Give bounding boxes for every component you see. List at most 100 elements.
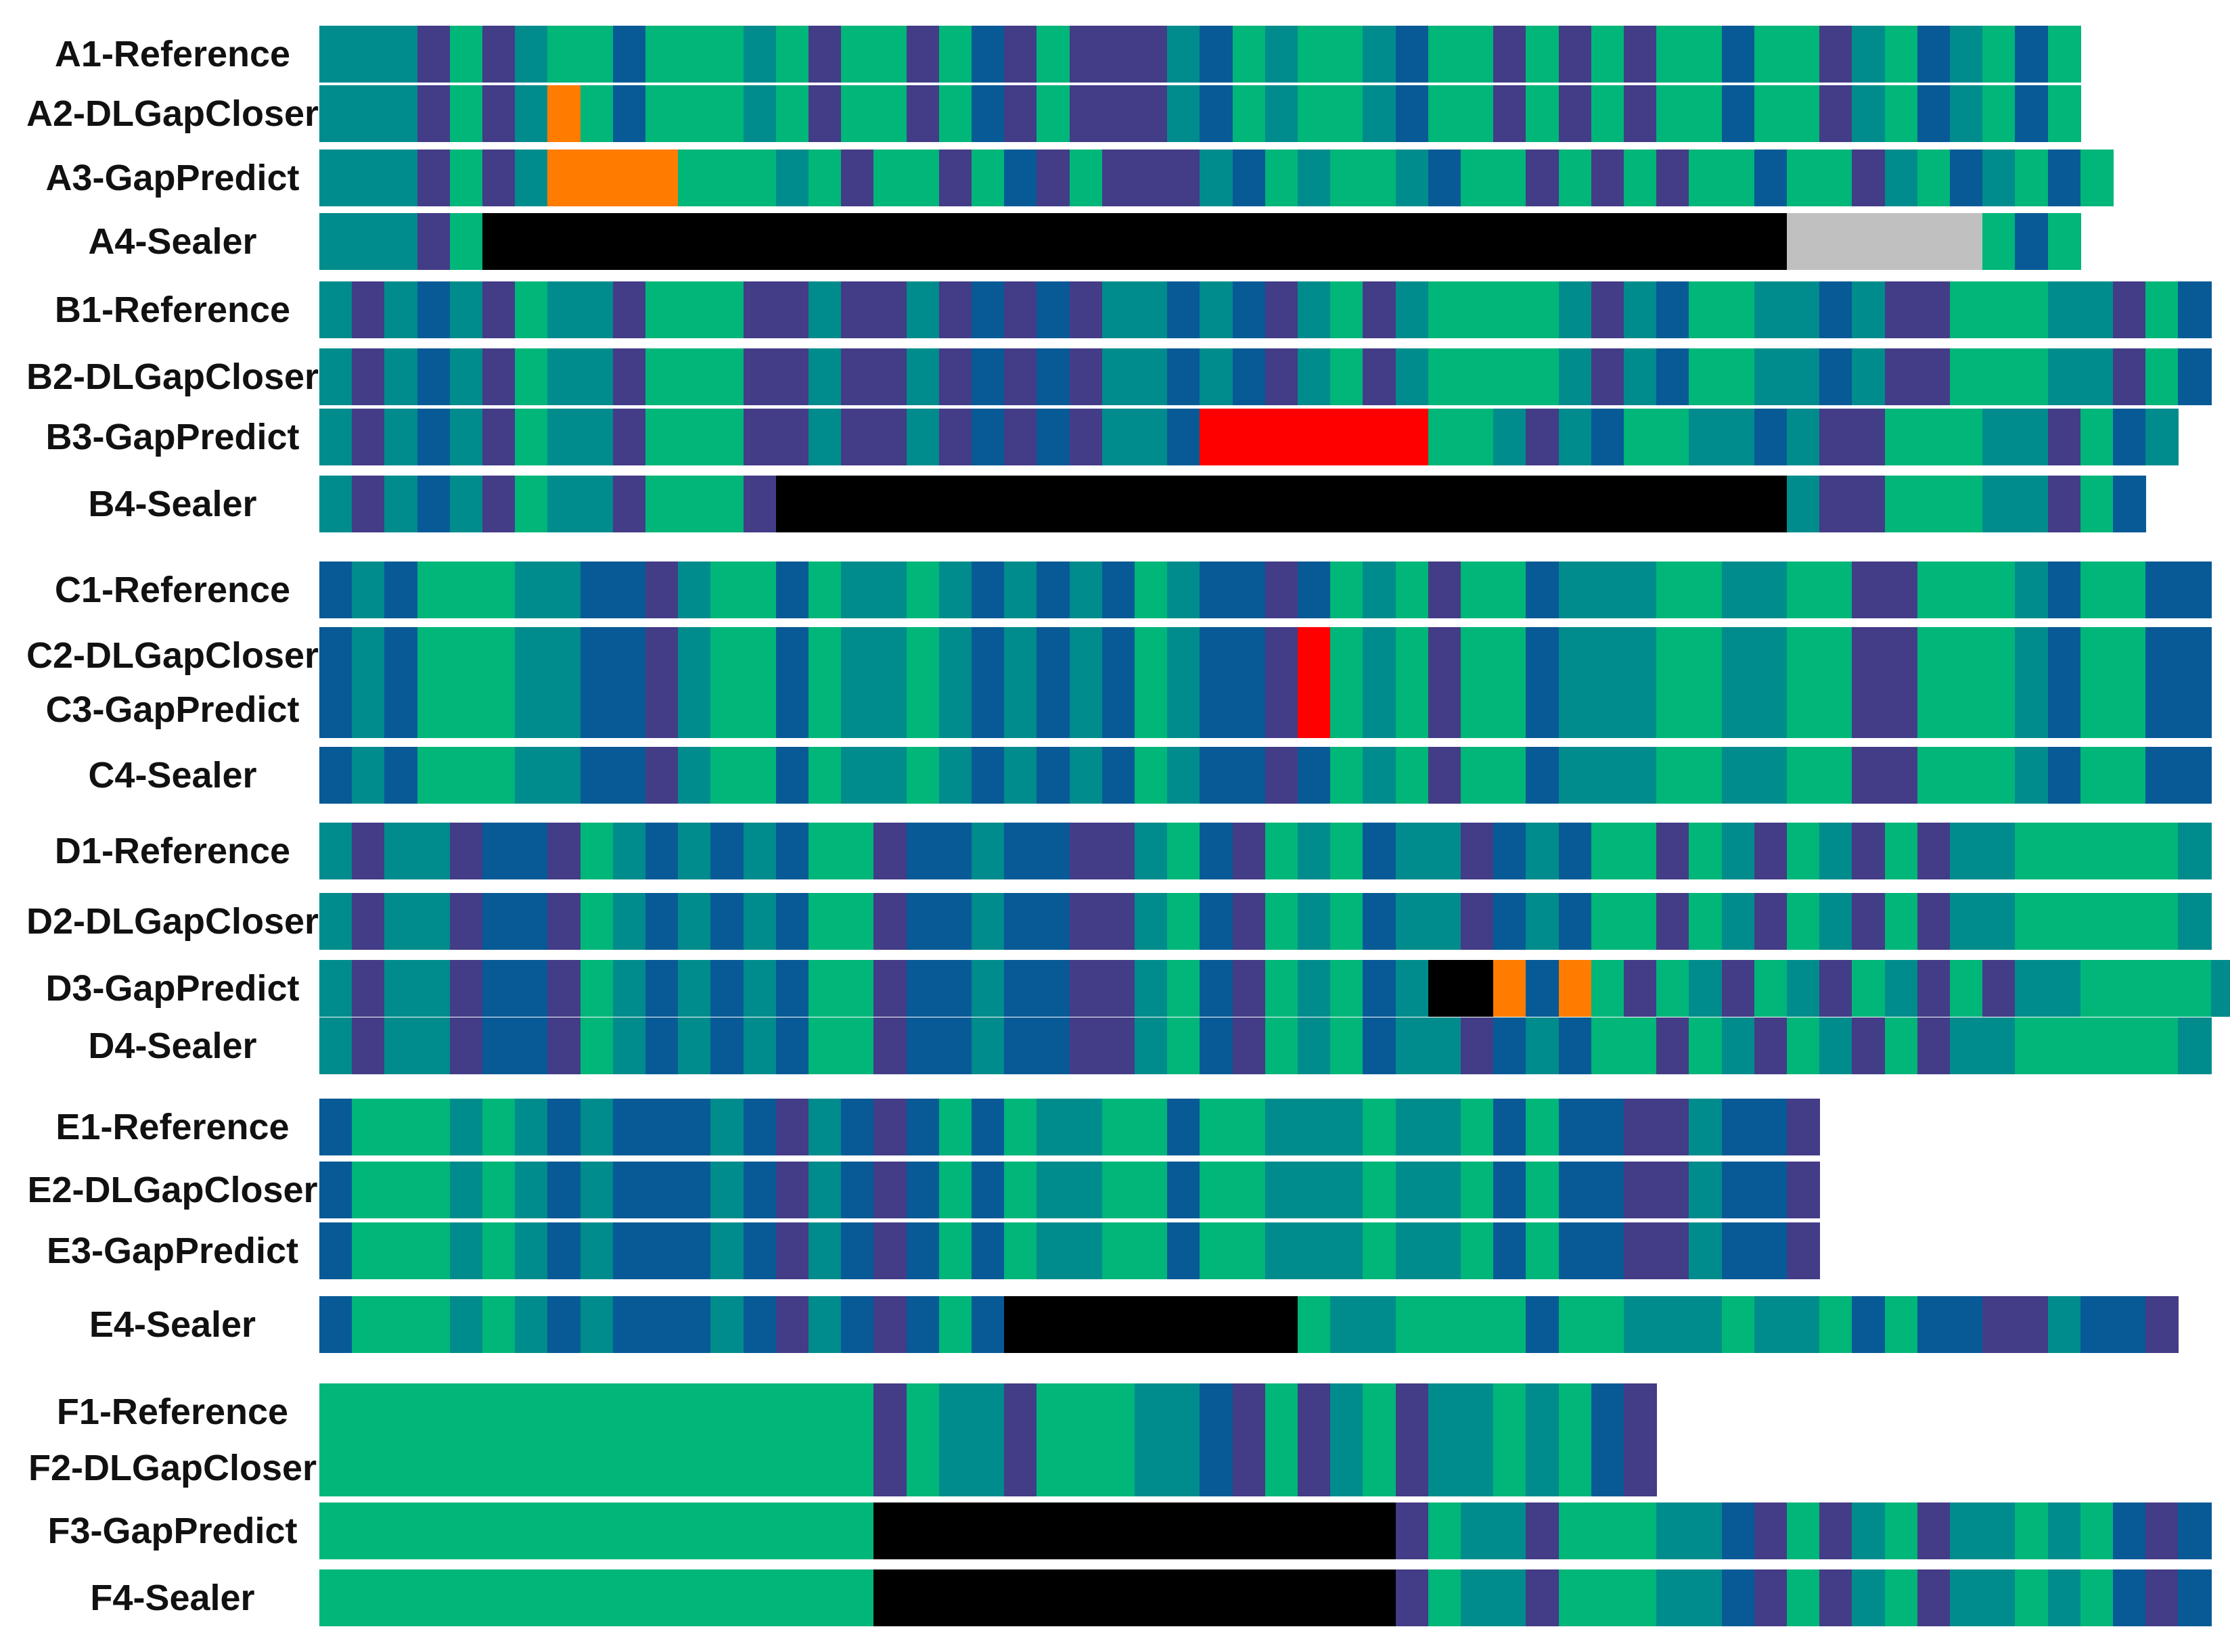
sequence-block [1982,26,2016,83]
sequence-block [1852,627,1918,684]
sequence-block [1167,1017,1200,1074]
sequence-block [482,150,516,206]
sequence-block [1167,681,1200,738]
sequence-block [1233,823,1266,879]
sequence-block [1330,893,1363,950]
sequence-block [1689,150,1755,206]
sequence-block [352,1222,451,1279]
sequence-block [581,823,614,879]
sequence-block [776,85,809,142]
sequence-block [1754,1502,1788,1559]
sequence-block [1591,409,1624,465]
sequence-block [1656,627,1723,684]
sequence-block [1102,1222,1168,1279]
sequence-block [1722,26,1755,83]
sequence-block [613,960,646,1017]
sequence-block [319,1099,352,1155]
sequence-block [319,281,352,338]
sequence-block [1819,1502,1852,1559]
sequence-block [450,1222,483,1279]
sequence-block [645,85,744,142]
sequence-block [1624,1222,1689,1279]
sequence-track [319,348,2212,405]
sequence-block [1135,681,1168,738]
sequence-block [809,1222,842,1279]
sequence-block [1298,26,1363,83]
track-label: B2-DLGapCloser [26,357,319,397]
sequence-block [972,1296,1005,1353]
sequence-block [1950,1569,2016,1626]
sequence-block [1233,150,1266,206]
sequence-block [2015,85,2049,142]
sequence-block [1493,893,1526,950]
sequence-block [482,960,548,1017]
sequence-block [581,561,646,618]
sequence-block [1396,823,1461,879]
track-label: C4-Sealer [88,755,257,796]
sequence-block [645,476,744,532]
sequence-block [1787,409,1820,465]
sequence-block [1070,85,1168,142]
sequence-block [1591,26,1624,83]
sequence-block [1559,348,1592,405]
sequence-block [1330,150,1396,206]
gap-block [1004,1296,1298,1353]
sequence-block [1591,85,1624,142]
sequence-block [1396,561,1429,618]
error-block [1559,960,1592,1017]
sequence-block [1526,1017,1560,1074]
sequence-block [352,627,385,684]
sequence-block [907,681,940,738]
sequence-block [710,561,777,618]
error-block [1298,681,1331,738]
sequence-block [1070,150,1103,206]
sequence-block [1102,1162,1168,1218]
sequence-block [1298,1017,1331,1074]
sequence-block [841,281,907,338]
sequence-block [515,150,548,206]
sequence-block [744,476,777,532]
track-label: B1-Reference [54,290,291,330]
sequence-block [352,281,385,338]
sequence-block [1298,893,1331,950]
sequence-block [939,85,972,142]
sequence-block [2178,1017,2212,1074]
sequence-block [1982,476,2049,532]
sequence-track [319,476,2146,532]
sequence-block [809,26,842,83]
sequence-block [319,627,352,684]
sequence-block [1754,26,1820,83]
sequence-block [841,561,907,618]
sequence-block [1200,747,1266,804]
sequence-block [581,1222,614,1279]
sequence-block [384,348,418,405]
track-label: D3-GapPredict [45,968,300,1009]
sequence-block [1754,281,1820,338]
sequence-block [645,281,744,338]
sequence-block [1885,960,1918,1017]
sequence-block [1917,1502,1951,1559]
sequence-block [2178,1502,2212,1559]
sequence-block [776,1296,809,1353]
sequence-block [841,26,907,83]
sequence-block [1656,1017,1689,1074]
sequence-block [1885,893,1918,950]
sequence-block [1233,893,1266,950]
track-label: E2-DLGapCloser [27,1170,318,1210]
sequence-block [547,348,614,405]
sequence-block [1363,747,1396,804]
sequence-block [1787,893,1820,950]
sequence-block [319,1383,874,1440]
sequence-block [645,26,744,83]
sequence-block [1885,1502,1918,1559]
sequence-block [1070,681,1103,738]
sequence-block [1526,85,1560,142]
sequence-block [1689,893,1723,950]
sequence-block [1526,1099,1560,1155]
sequence-block [319,1162,352,1218]
sequence-block [2015,1017,2179,1074]
sequence-block [1885,1017,1918,1074]
sequence-block [1526,823,1560,879]
sequence-block [1885,476,1983,532]
sequence-block [613,476,646,532]
